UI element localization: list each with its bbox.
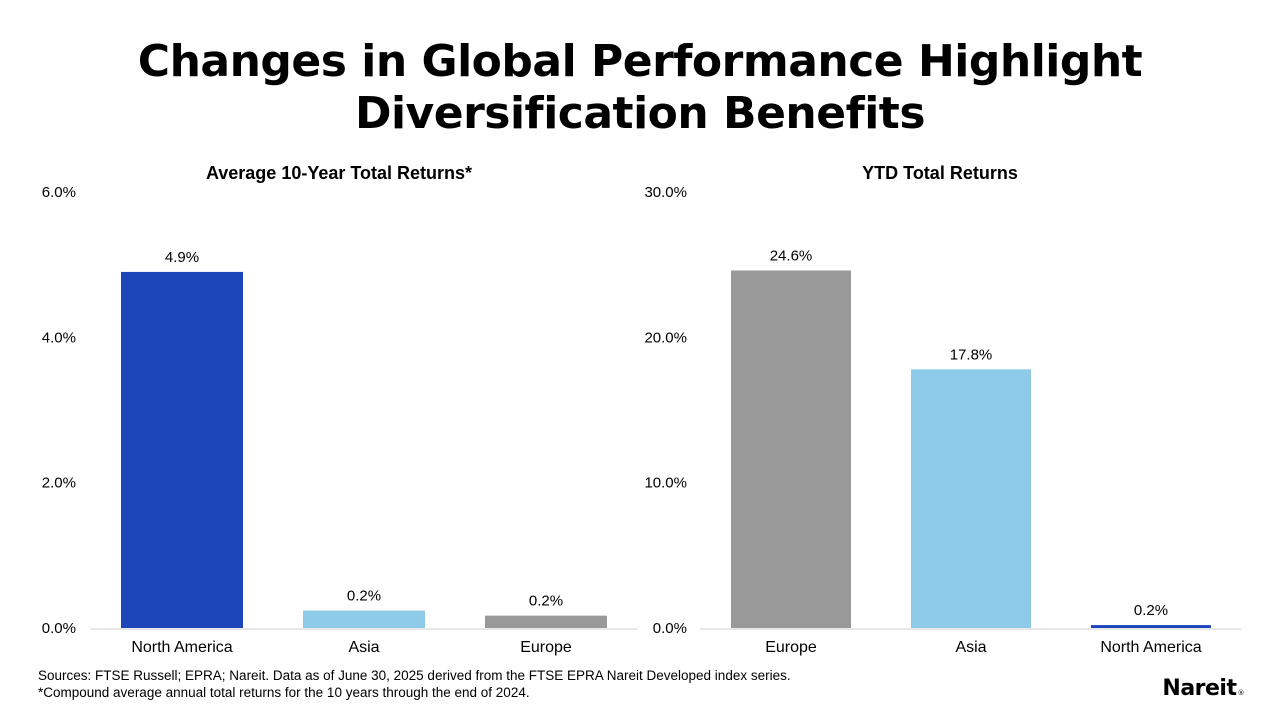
ten-year-data-label: 0.2% — [529, 593, 563, 610]
ten-year-y-tick-label: 6.0% — [42, 184, 76, 201]
ytd-bar-europe — [731, 270, 851, 628]
ten-year-bar-north-america — [121, 271, 243, 628]
logo-text: Nareit — [1162, 676, 1237, 701]
footnotes: Sources: FTSE Russell; EPRA; Nareit. Dat… — [38, 667, 791, 701]
ten-year-y-tick-label: 0.0% — [42, 620, 76, 637]
ytd-chart-title: YTD Total Returns — [862, 163, 1018, 183]
ytd-data-label: 17.8% — [950, 346, 993, 363]
asterisk-footnote: *Compound average annual total returns f… — [38, 685, 530, 700]
logo-registered-mark: ® — [1237, 689, 1245, 697]
ytd-y-tick-label: 10.0% — [644, 475, 687, 492]
ytd-bar-north-america — [1091, 625, 1211, 628]
ytd-category-label: Asia — [955, 639, 986, 656]
ytd-y-tick-label: 20.0% — [644, 329, 687, 346]
ten-year-data-label: 4.9% — [165, 249, 199, 266]
ytd-data-label: 0.2% — [1134, 602, 1168, 619]
ytd-category-label: Europe — [765, 639, 817, 656]
ytd-data-label: 24.6% — [770, 247, 813, 264]
sources-footnote: Sources: FTSE Russell; EPRA; Nareit. Dat… — [38, 668, 791, 683]
ytd-returns-chart: YTD Total Returns 0.0% 10.0% 20.0% 30.0% 24.6… — [644, 163, 1241, 656]
ytd-bar-asia — [911, 369, 1031, 628]
ten-year-chart-title: Average 10-Year Total Returns* — [206, 163, 472, 183]
ten-year-category-label: Asia — [348, 639, 379, 656]
page-title: Changes in Global Performance Highlight … — [0, 36, 1280, 140]
ten-year-bar-europe — [485, 615, 607, 628]
ten-year-y-tick-label: 4.0% — [42, 329, 76, 346]
page-title-line-2: Diversification Benefits — [354, 88, 926, 139]
ten-year-y-tick-label: 2.0% — [42, 475, 76, 492]
nareit-logo: Nareit® — [1162, 676, 1244, 701]
ten-year-returns-chart: Average 10-Year Total Returns* 0.0% 2.0% 4.… — [42, 163, 638, 656]
ytd-y-tick-label: 0.0% — [653, 620, 687, 637]
ten-year-bar-asia — [303, 610, 425, 628]
page-title-line-1: Changes in Global Performance Highlight — [137, 36, 1143, 87]
ten-year-category-label: Europe — [520, 639, 572, 656]
ten-year-category-label: North America — [131, 639, 232, 656]
ytd-category-label: North America — [1100, 639, 1201, 656]
ytd-y-tick-label: 30.0% — [644, 184, 687, 201]
ten-year-data-label: 0.2% — [347, 588, 381, 605]
